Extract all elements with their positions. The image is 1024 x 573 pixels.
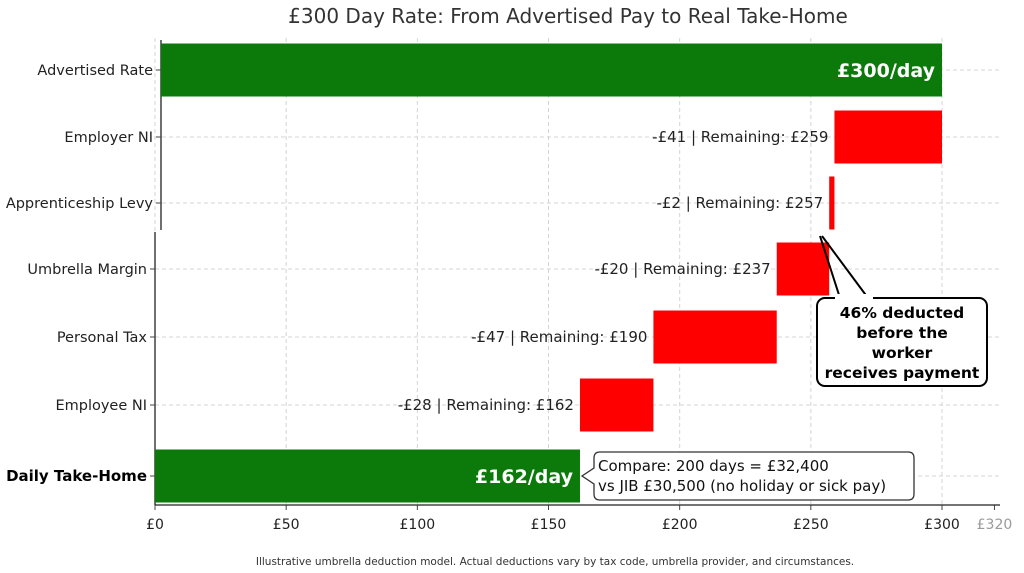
callout-line-0: 46% deducted	[840, 304, 964, 322]
callout-line-3: receives payment	[825, 364, 980, 382]
x-tick-label-300: £300	[924, 517, 960, 533]
bar-personal-tax	[653, 310, 777, 364]
x-tick-label-100: £100	[400, 517, 436, 533]
chart-title: £300 Day Rate: From Advertised Pay to Re…	[288, 4, 848, 28]
gridlines	[154, 38, 1000, 505]
bar-label-daily-take-home: £162/day	[475, 466, 574, 488]
callout-pointer-gap	[835, 294, 873, 300]
x-tick-label-50: £50	[273, 517, 300, 533]
x-tick-label-150: £150	[531, 517, 567, 533]
callout-annotation: 46% deducted before the worker receives pay…	[816, 235, 988, 387]
category-label-advertised-rate: Advertised Rate	[37, 63, 153, 79]
callout-pointer-line-b	[819, 235, 841, 299]
category-label-personal-tax: Personal Tax	[57, 330, 148, 346]
callout-box	[816, 297, 988, 387]
category-label-daily-take-home: Daily Take-Home	[6, 467, 147, 485]
x-tick-label-250: £250	[793, 517, 829, 533]
bar-label-employer-ni: -£41 | Remaining: £259	[652, 128, 828, 146]
bar-advertised-rate	[161, 43, 942, 97]
bar-employee-ni	[579, 378, 654, 432]
compare-line-1: vs JIB £30,500 (no holiday or sick pay)	[598, 477, 886, 495]
bar-label-apprenticeship-levy: -£2 | Remaining: £257	[656, 194, 823, 212]
axes: £0 £50 £100 £150 £200 £250 £300 £320 Advertised …	[6, 40, 1012, 533]
compare-box	[580, 451, 915, 501]
footnote: Illustrative umbrella deduction model. A…	[256, 556, 854, 568]
compare-line-0: Compare: 200 days = £32,400	[598, 457, 829, 475]
bar-label-advertised-rate: £300/day	[837, 60, 936, 82]
callout-line-1: before the	[856, 324, 948, 342]
bars	[155, 43, 942, 503]
category-label-umbrella-margin: Umbrella Margin	[27, 262, 147, 278]
bar-employer-ni	[834, 110, 942, 164]
x-tick-label-320: £320	[977, 517, 1013, 533]
bar-daily-take-home	[155, 449, 580, 503]
x-tick-label-0: £0	[146, 517, 164, 533]
callout-line-2: worker	[872, 344, 933, 362]
bar-label-umbrella-margin: -£20 | Remaining: £237	[594, 260, 770, 278]
x-tick-label-200: £200	[662, 517, 698, 533]
callout-pointer-line-a	[821, 235, 869, 299]
bar-apprenticeship-levy	[829, 176, 835, 230]
bar-label-employee-ni: -£28 | Remaining: £162	[398, 396, 574, 414]
bar-label-personal-tax: -£47 | Remaining: £190	[471, 328, 647, 346]
category-label-employee-ni: Employee NI	[55, 398, 147, 414]
bar-labels: £300/day -£41 | Remaining: £259 -£2 | Rema…	[398, 60, 936, 488]
bar-umbrella-margin	[776, 242, 830, 296]
category-label-apprenticeship-levy: Apprenticeship Levy	[6, 196, 154, 212]
compare-annotation: Compare: 200 days = £32,400 vs JIB £30,50…	[580, 451, 915, 501]
category-label-employer-ni: Employer NI	[64, 130, 153, 146]
